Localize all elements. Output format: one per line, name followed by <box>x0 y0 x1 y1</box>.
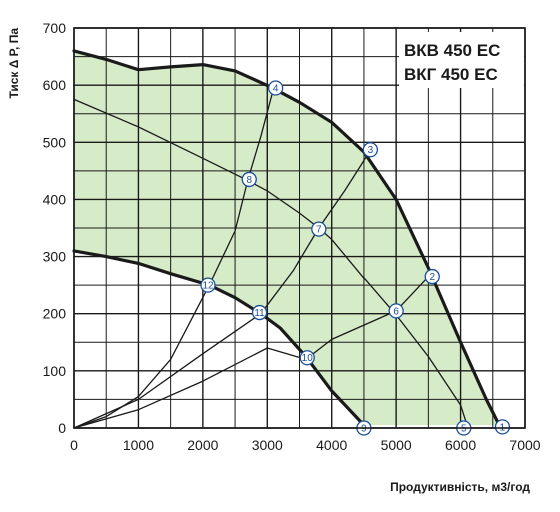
y-axis-label: Тиск Δ Р, Па <box>7 28 21 99</box>
point-marker-12: 12 <box>200 277 216 293</box>
point-circle <box>494 419 511 435</box>
point-circle <box>388 303 404 319</box>
curve-series-5 <box>73 149 372 429</box>
axes: 0 1000 2000 3000 4000 5000 6000 7000 0 100 200 300 4… <box>43 20 541 453</box>
point-circle <box>424 268 440 285</box>
title-box <box>399 32 524 88</box>
point-marker-1: 1 <box>494 419 511 435</box>
point-label: 6 <box>393 306 399 317</box>
point-label: 4 <box>273 84 279 95</box>
point-marker-7: 7 <box>311 221 327 237</box>
point-marker-10: 10 <box>299 350 315 366</box>
point-circle <box>200 277 216 293</box>
point-label: 7 <box>316 225 322 236</box>
y-tick-label: 300 <box>43 249 67 265</box>
x-tick-label: 5000 <box>381 437 412 453</box>
x-tick-label: 3000 <box>252 437 283 453</box>
x-tick-label: 2000 <box>187 437 218 453</box>
point-marker-11: 11 <box>251 304 268 321</box>
point-label: 2 <box>429 272 435 283</box>
point-label: 5 <box>461 424 467 435</box>
point-marker-2: 2 <box>424 268 440 285</box>
point-marker-6: 6 <box>388 303 404 319</box>
point-label: 9 <box>361 424 367 435</box>
x-tick-label: 0 <box>70 437 78 453</box>
curve-series-3 <box>72 249 366 427</box>
point-label: 3 <box>368 145 374 156</box>
plot-frame <box>73 27 526 429</box>
y-tick-label: 0 <box>58 420 66 436</box>
y-tick-label: 100 <box>43 363 67 379</box>
working-zone-area <box>74 50 500 426</box>
x-tick-label: 7000 <box>509 437 540 453</box>
y-tick-label: 700 <box>43 20 67 36</box>
chart-title-line-2: ВКГ 450 ЕС <box>404 65 498 84</box>
grid <box>73 27 526 429</box>
point-circle <box>241 171 257 188</box>
point-circle <box>362 142 379 158</box>
point-marker-8: 8 <box>241 171 257 188</box>
working-zone-fill <box>74 50 500 426</box>
point-marker-3: 3 <box>362 142 379 158</box>
point-label: 12 <box>202 281 214 292</box>
chart-title-line-1: ВКВ 450 ЕС <box>404 41 500 60</box>
curve-series-2 <box>73 98 468 426</box>
point-circle <box>311 221 327 237</box>
point-label: 8 <box>246 175 252 186</box>
point-label: 10 <box>302 353 314 364</box>
point-marker-4: 4 <box>268 80 284 96</box>
point-circle <box>251 304 268 321</box>
x-tick-label: 6000 <box>445 437 476 453</box>
x-tick-label: 4000 <box>316 437 347 453</box>
x-axis-label: Продуктивність, м3/год <box>390 480 530 494</box>
y-tick-label: 400 <box>43 191 67 207</box>
x-tick-label: 1000 <box>123 437 154 453</box>
point-label: 11 <box>254 308 265 319</box>
point-circle <box>268 80 284 96</box>
y-tick-label: 600 <box>43 77 67 93</box>
curve-series-1 <box>72 49 501 427</box>
y-tick-label: 200 <box>43 306 67 322</box>
y-tick-label: 500 <box>43 134 67 150</box>
point-circle <box>299 350 315 366</box>
